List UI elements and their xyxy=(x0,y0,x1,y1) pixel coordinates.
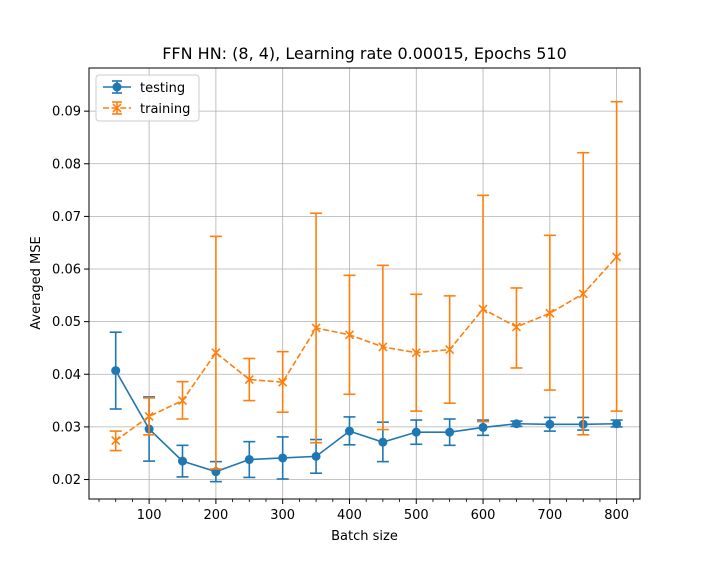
series-line-testing xyxy=(115,370,617,473)
data-point xyxy=(411,427,421,437)
data-point xyxy=(177,396,188,406)
data-point xyxy=(445,427,455,437)
data-point xyxy=(612,419,622,429)
data-point xyxy=(278,453,288,463)
legend-marker xyxy=(112,82,122,92)
data-point-stroke xyxy=(244,374,254,385)
plot-frame xyxy=(88,67,641,500)
data-point-stroke xyxy=(478,304,488,314)
data-point xyxy=(244,455,254,465)
data-point-stroke xyxy=(211,348,221,358)
data-point xyxy=(278,377,288,387)
legend-label: testing xyxy=(140,81,185,96)
y-tick-label: 0.08 xyxy=(52,157,81,172)
x-axis-label: Batch size xyxy=(331,529,398,544)
data-point xyxy=(545,308,555,318)
data-point-stroke xyxy=(578,289,588,299)
data-point-stroke xyxy=(111,436,121,446)
data-point xyxy=(445,344,455,355)
data-point xyxy=(612,252,622,262)
x-tick-label: 600 xyxy=(471,508,496,523)
data-point-stroke xyxy=(612,252,622,262)
series-testing xyxy=(109,331,623,483)
data-point xyxy=(545,419,555,429)
data-point-stroke xyxy=(344,330,355,340)
data-point-stroke xyxy=(411,348,421,358)
y-axis-label: Averaged MSE xyxy=(29,236,44,329)
data-point xyxy=(144,411,154,421)
data-point-stroke xyxy=(445,344,455,355)
x-tick-label: 700 xyxy=(537,508,562,523)
data-point xyxy=(344,330,355,340)
data-point xyxy=(378,342,388,352)
series-training xyxy=(109,100,623,470)
data-point xyxy=(344,426,354,436)
data-point xyxy=(211,348,221,358)
y-tick-label: 0.09 xyxy=(52,105,81,120)
y-tick-label: 0.07 xyxy=(52,210,81,225)
axes: 100 200 300 400 500 600 700 800 0.02 0.03 0.04 0.05… xyxy=(52,67,641,523)
data-point xyxy=(511,419,521,429)
x-tick-label: 400 xyxy=(337,508,362,523)
data-point xyxy=(411,348,421,358)
data-point xyxy=(478,304,488,314)
y-tick-label: 0.05 xyxy=(52,315,81,330)
data-point-stroke xyxy=(177,396,188,406)
x-tick-label: 100 xyxy=(137,508,162,523)
chart-title: FFN HN: (8, 4), Learning rate 0.00015, E… xyxy=(162,44,567,63)
data-point-stroke xyxy=(278,377,288,387)
grid xyxy=(89,68,640,499)
y-tick-label: 0.03 xyxy=(52,420,81,435)
x-tick-label: 300 xyxy=(270,508,295,523)
legend-marker-stroke xyxy=(112,103,122,113)
data-point-stroke xyxy=(378,342,388,352)
legend-entry-testing: testing xyxy=(103,80,185,96)
x-tick-label: 200 xyxy=(203,508,228,523)
data-point xyxy=(478,422,488,432)
data-point-stroke xyxy=(511,322,522,332)
data-point xyxy=(378,437,388,447)
x-tick-label: 800 xyxy=(604,508,629,523)
legend-marker xyxy=(112,103,122,113)
x-tick-label: 500 xyxy=(404,508,429,523)
data-point xyxy=(111,436,121,446)
legend-label: training xyxy=(140,102,190,117)
data-point xyxy=(511,322,522,332)
data-point xyxy=(111,366,121,376)
data-point xyxy=(244,374,254,385)
data-point xyxy=(311,451,321,461)
series-line-training xyxy=(115,256,618,442)
legend-entry-training: training xyxy=(103,101,190,117)
data-point-stroke xyxy=(144,411,154,421)
data-point-stroke xyxy=(311,323,321,333)
y-tick-label: 0.02 xyxy=(52,473,81,488)
data-point xyxy=(578,289,588,299)
series-layer xyxy=(109,100,623,483)
data-point xyxy=(178,456,188,466)
y-tick-label: 0.06 xyxy=(52,263,81,278)
data-point-stroke xyxy=(545,308,555,318)
data-point xyxy=(311,323,321,333)
legend: testing training xyxy=(95,74,200,122)
y-tick-label: 0.04 xyxy=(52,368,81,383)
